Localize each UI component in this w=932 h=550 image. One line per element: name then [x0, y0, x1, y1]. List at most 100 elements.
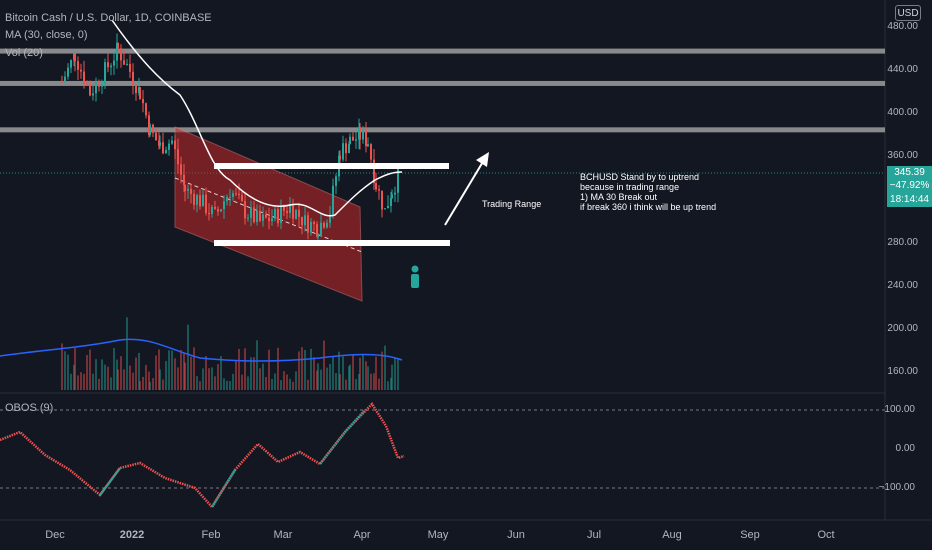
- volume-bar-14: [101, 359, 103, 390]
- obos-legend[interactable]: OBOS (9): [5, 402, 54, 414]
- volume-bar-38: [165, 360, 167, 390]
- candle-body-102: [349, 136, 351, 145]
- volume-bar-60: [229, 380, 231, 390]
- candle-body-3: [70, 60, 72, 68]
- candle-body-116: [387, 205, 389, 209]
- candle-body-107: [362, 130, 364, 140]
- time-tick: Jun: [507, 529, 525, 541]
- osc-tick: 0.00: [895, 443, 915, 454]
- volume-bar-11: [92, 373, 94, 390]
- volume-bar-74: [271, 378, 273, 390]
- candle-body-100: [345, 143, 347, 154]
- volume-bar-117: [390, 377, 392, 390]
- volume-bar-77: [280, 380, 282, 390]
- volume-bar-100: [345, 379, 347, 390]
- volume-bar-12: [95, 359, 97, 390]
- volume-bar-58: [223, 378, 225, 390]
- candle-body-91: [320, 222, 322, 236]
- note-line: BCHUSD Stand by to uptrend: [580, 172, 700, 182]
- volume-bar-19: [116, 359, 118, 390]
- candle-body-51: [202, 194, 204, 207]
- volume-bar-47: [190, 356, 192, 390]
- candle-body-52: [205, 194, 207, 214]
- person-marker-body: [411, 274, 419, 288]
- volume-bar-70: [259, 368, 261, 390]
- candle-body-44: [183, 174, 185, 186]
- candle-body-114: [381, 190, 383, 210]
- candle-body-8: [83, 71, 85, 84]
- candle-body-28: [139, 87, 141, 100]
- currency-button[interactable]: USD: [895, 5, 921, 21]
- volume-bar-21: [120, 356, 122, 390]
- volume-bar-95: [332, 356, 334, 390]
- candle-body-26: [135, 84, 137, 94]
- volume-bar-59: [226, 380, 228, 390]
- volume-bar-78: [283, 371, 285, 390]
- volume-bar-39: [168, 350, 170, 390]
- candle-body-67: [250, 207, 252, 218]
- volume-bar-73: [268, 349, 270, 390]
- volume-bar-84: [301, 347, 303, 390]
- volume-bar-106: [359, 357, 361, 390]
- time-tick: Mar: [273, 529, 293, 541]
- volume-bar-34: [155, 355, 157, 390]
- price-tick: 440.00: [887, 64, 918, 75]
- volume-bar-51: [202, 368, 204, 390]
- candle-body-20: [117, 42, 119, 49]
- time-tick: Dec: [45, 529, 65, 541]
- candle-body-62: [235, 193, 237, 195]
- volume-bar-86: [307, 379, 309, 390]
- volume-bar-80: [289, 378, 291, 390]
- volume-bar-112: [375, 356, 377, 390]
- vol-legend[interactable]: Vol (20): [5, 47, 43, 59]
- price-tick: 240.00: [887, 279, 918, 291]
- candle-body-64: [241, 195, 243, 202]
- time-tick: Oct: [817, 529, 835, 541]
- time-tick: 2022: [119, 529, 145, 541]
- volume-bar-76: [277, 347, 279, 390]
- time-tick: Feb: [201, 529, 221, 541]
- candle-body-101: [348, 144, 350, 154]
- volume-bar-61: [232, 373, 234, 390]
- ma-legend[interactable]: MA (30, close, 0): [5, 29, 88, 41]
- candle-body-49: [196, 195, 198, 205]
- volume-bar-120: [397, 358, 399, 390]
- trading-range-label: Trading Range: [482, 199, 542, 209]
- candle-body-73: [268, 217, 270, 222]
- candle-body-17: [110, 65, 112, 68]
- volume-bar-41: [174, 358, 176, 390]
- volume-bar-44: [183, 352, 185, 390]
- price-tick: 480.00: [887, 20, 918, 32]
- time-tick: Aug: [662, 529, 682, 541]
- candle-body-2: [67, 67, 69, 77]
- time-tick: Apr: [353, 529, 371, 541]
- volume-bar-1: [64, 351, 66, 390]
- candle-body-60: [229, 196, 231, 198]
- resistance-line-1: [0, 80, 885, 86]
- volume-bar-49: [196, 376, 198, 390]
- volume-bar-118: [391, 364, 393, 390]
- volume-bar-23: [126, 317, 128, 390]
- volume-bar-105: [358, 373, 360, 390]
- candle-body-120: [397, 168, 399, 193]
- candle-body-43: [180, 164, 182, 175]
- candle-body-104: [355, 139, 357, 141]
- countdown-label: 18:14:44: [887, 193, 932, 207]
- volume-ma-line: [0, 338, 403, 362]
- candle-body-70: [259, 210, 261, 221]
- symbol-title[interactable]: Bitcoin Cash / U.S. Dollar, 1D, COINBASE: [5, 12, 212, 24]
- volume-bar-36: [159, 369, 161, 390]
- volume-bar-82: [295, 371, 297, 390]
- candle-body-0: [61, 81, 63, 83]
- candle-body-5: [74, 53, 76, 62]
- candle-body-115: [384, 208, 386, 210]
- candle-body-84: [301, 216, 303, 226]
- candle-body-14: [101, 84, 103, 87]
- candle-body-41: [174, 140, 176, 150]
- volume-bar-2: [67, 354, 69, 390]
- price-tick: 200.00: [887, 322, 918, 334]
- candle-body-118: [391, 194, 393, 199]
- volume-bar-45: [184, 362, 186, 390]
- candle-body-11: [92, 93, 94, 96]
